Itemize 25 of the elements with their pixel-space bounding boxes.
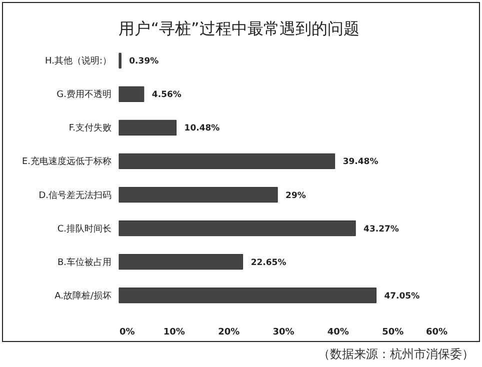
y-tick-label: E.充电速度远低于标称 <box>22 156 112 168</box>
y-tick-label: H.其他（说明:） <box>44 56 112 67</box>
text: （数据来源：杭州市消保委） <box>318 346 474 363</box>
data-label: 43.27% <box>364 224 400 234</box>
data-label: 29% <box>286 190 306 201</box>
y-tick-label: B.车位被占用 <box>57 256 112 268</box>
x-tick-label: 50% <box>382 328 404 338</box>
x-tick-label: 20% <box>218 328 240 338</box>
y-tick-label: C.排队时间长 <box>57 223 112 234</box>
x-tick-label: 10% <box>163 328 185 338</box>
data-label: 39.48% <box>342 157 379 168</box>
x-tick-label: 40% <box>327 328 349 338</box>
chart-title: 用户“寻桩”过程中最常遇到的问题 <box>118 19 360 38</box>
y-tick-label: F.支付失败 <box>68 122 112 134</box>
y-tick-label: D.信号差无法扫码 <box>38 190 112 201</box>
x-tick-label: 30% <box>272 328 294 338</box>
data-label: 0.39% <box>129 56 160 67</box>
y-tick-label: G.费用不透明 <box>56 89 112 100</box>
data-label: 10.48% <box>184 124 220 134</box>
x-tick-label: 60% <box>426 328 448 338</box>
data-label: 4.56% <box>152 90 182 100</box>
data-label: 22.65% <box>250 258 287 268</box>
data-label: 47.05% <box>384 291 420 302</box>
y-tick-label: A.故障桩/损坏 <box>54 290 112 302</box>
x-tick-label: 0% <box>120 328 135 338</box>
